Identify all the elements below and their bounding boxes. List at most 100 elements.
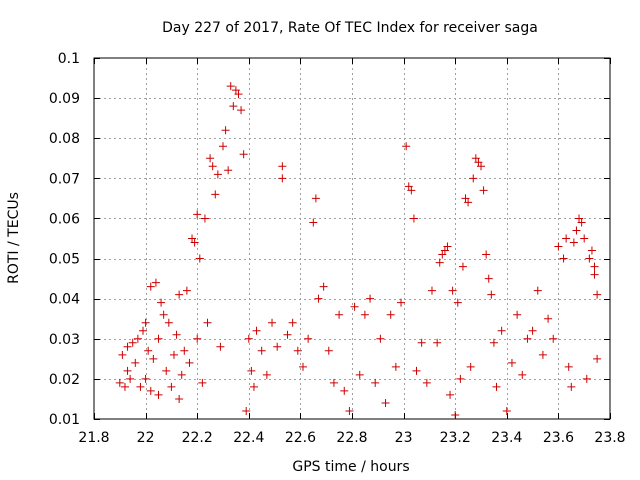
data-point bbox=[461, 194, 470, 203]
data-point bbox=[115, 378, 124, 387]
data-point bbox=[492, 382, 501, 391]
data-point bbox=[538, 350, 547, 359]
data-point bbox=[456, 374, 465, 383]
data-point bbox=[482, 250, 491, 259]
data-point bbox=[593, 290, 602, 299]
data-point bbox=[562, 234, 571, 243]
x-tick-label: 22 bbox=[137, 430, 155, 446]
data-point bbox=[324, 346, 333, 355]
data-point bbox=[544, 314, 553, 323]
data-point bbox=[593, 354, 602, 363]
data-point bbox=[244, 334, 253, 343]
y-tick-label: 0.06 bbox=[49, 211, 80, 227]
data-point bbox=[507, 358, 516, 367]
data-point bbox=[162, 366, 171, 375]
data-point bbox=[484, 274, 493, 283]
data-point bbox=[268, 318, 277, 327]
data-point bbox=[136, 382, 145, 391]
data-point bbox=[252, 326, 261, 335]
x-tick-label: 22.8 bbox=[336, 430, 367, 446]
data-point bbox=[221, 126, 230, 135]
data-point bbox=[404, 182, 413, 191]
data-point bbox=[154, 390, 163, 399]
data-point bbox=[273, 342, 282, 351]
data-point bbox=[278, 162, 287, 171]
data-point bbox=[133, 334, 142, 343]
data-point bbox=[247, 366, 256, 375]
data-point bbox=[239, 150, 248, 159]
data-point bbox=[169, 350, 178, 359]
data-point bbox=[458, 262, 467, 271]
data-point bbox=[159, 310, 168, 319]
data-point bbox=[211, 190, 220, 199]
data-point bbox=[422, 378, 431, 387]
data-point bbox=[443, 242, 452, 251]
data-point bbox=[360, 310, 369, 319]
data-point bbox=[487, 290, 496, 299]
data-point bbox=[489, 338, 498, 347]
data-point bbox=[435, 258, 444, 267]
data-points bbox=[115, 82, 602, 419]
data-point bbox=[469, 174, 478, 183]
y-tick-label: 0.07 bbox=[49, 171, 80, 187]
data-point bbox=[120, 382, 129, 391]
data-point bbox=[177, 370, 186, 379]
data-point bbox=[366, 294, 375, 303]
data-point bbox=[213, 170, 222, 179]
data-point bbox=[580, 234, 589, 243]
data-point bbox=[131, 358, 140, 367]
data-point bbox=[123, 342, 132, 351]
data-point bbox=[474, 158, 483, 167]
data-point bbox=[185, 358, 194, 367]
chart-title: Day 227 of 2017, Rate Of TEC Index for r… bbox=[162, 20, 538, 36]
data-point bbox=[226, 82, 235, 91]
data-point bbox=[371, 378, 380, 387]
y-tick-label: 0.09 bbox=[49, 91, 80, 107]
y-tick-label: 0.03 bbox=[49, 332, 80, 348]
data-point bbox=[376, 334, 385, 343]
data-point bbox=[513, 310, 522, 319]
data-point bbox=[216, 342, 225, 351]
data-point bbox=[206, 154, 215, 163]
data-point bbox=[157, 298, 166, 307]
data-point bbox=[471, 154, 480, 163]
data-point bbox=[249, 382, 258, 391]
data-point bbox=[175, 394, 184, 403]
data-point bbox=[577, 218, 586, 227]
x-tick-label: 23.6 bbox=[543, 430, 574, 446]
x-axis-title: GPS time / hours bbox=[292, 459, 409, 475]
data-point bbox=[164, 318, 173, 327]
data-point bbox=[497, 326, 506, 335]
data-point bbox=[293, 346, 302, 355]
data-point bbox=[224, 166, 233, 175]
data-point bbox=[464, 198, 473, 207]
data-point bbox=[231, 86, 240, 95]
data-point bbox=[335, 310, 344, 319]
data-point bbox=[412, 366, 421, 375]
data-point bbox=[219, 142, 227, 151]
data-point bbox=[229, 102, 238, 111]
data-point bbox=[575, 214, 584, 223]
data-point bbox=[479, 186, 488, 195]
data-point bbox=[198, 378, 207, 387]
data-point bbox=[242, 406, 251, 415]
data-point bbox=[391, 362, 400, 371]
data-point bbox=[298, 362, 307, 371]
data-point bbox=[533, 286, 542, 295]
data-point bbox=[587, 246, 596, 255]
data-point bbox=[175, 290, 184, 299]
x-tick-label: 22.2 bbox=[182, 430, 213, 446]
data-point bbox=[446, 390, 455, 399]
data-point bbox=[518, 370, 527, 379]
data-point bbox=[466, 362, 475, 371]
data-point bbox=[283, 330, 292, 339]
y-tick-label: 0.01 bbox=[49, 412, 80, 428]
data-point bbox=[278, 174, 287, 183]
data-point bbox=[126, 374, 135, 383]
data-point bbox=[572, 226, 581, 235]
data-point bbox=[200, 214, 209, 223]
data-point bbox=[355, 370, 364, 379]
data-point bbox=[257, 346, 266, 355]
data-point bbox=[208, 162, 217, 171]
